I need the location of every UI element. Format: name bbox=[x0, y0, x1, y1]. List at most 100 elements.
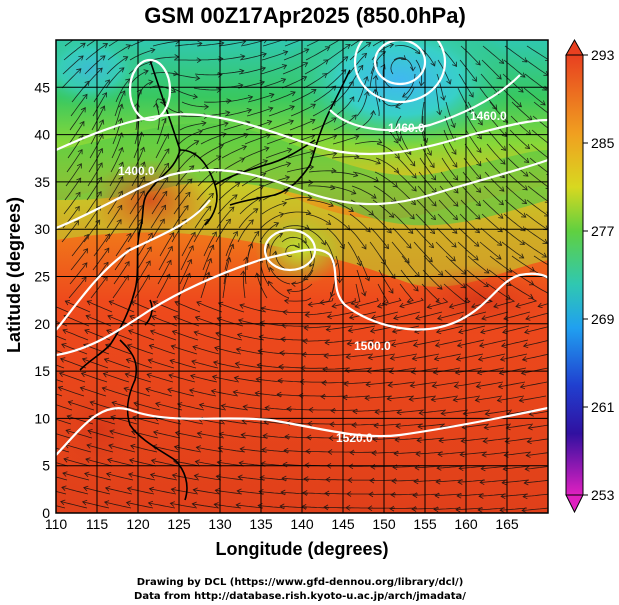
streamline bbox=[281, 324, 310, 327]
streamline bbox=[171, 87, 198, 98]
streamline-arrowhead bbox=[479, 479, 485, 486]
streamline bbox=[457, 493, 485, 497]
streamline bbox=[255, 392, 283, 397]
streamline-arrowhead bbox=[120, 90, 126, 96]
streamline bbox=[356, 91, 368, 117]
streamline-arrowhead bbox=[211, 231, 217, 237]
streamline-arrowhead bbox=[521, 356, 528, 362]
streamline-arrowhead bbox=[123, 275, 129, 281]
streamline-arrowhead bbox=[241, 145, 248, 151]
streamline bbox=[498, 381, 526, 388]
streamline-arrowhead bbox=[482, 438, 488, 444]
streamline-arrowhead bbox=[60, 357, 66, 363]
streamline-arrowhead bbox=[453, 188, 459, 194]
streamline bbox=[225, 231, 238, 257]
streamline-arrowhead bbox=[87, 429, 93, 435]
streamline-arrowhead bbox=[369, 477, 375, 484]
streamline-arrowhead bbox=[452, 61, 458, 68]
streamline bbox=[525, 59, 548, 76]
streamline bbox=[283, 48, 309, 61]
colorbar-tick-label: 253 bbox=[591, 487, 615, 503]
streamline-arrowhead bbox=[496, 240, 503, 246]
streamline-arrowhead bbox=[264, 405, 270, 411]
streamline-arrowhead bbox=[524, 328, 530, 335]
streamline bbox=[463, 157, 482, 180]
streamline bbox=[441, 157, 459, 181]
streamline bbox=[84, 55, 106, 75]
streamline-arrowhead bbox=[393, 314, 399, 321]
streamline bbox=[106, 56, 128, 75]
streamline-arrowhead bbox=[428, 242, 435, 249]
streamline-arrowhead bbox=[103, 261, 109, 268]
streamline-arrowhead bbox=[484, 268, 490, 274]
streamline bbox=[419, 409, 447, 414]
streamline bbox=[374, 171, 398, 188]
x-tick-label: 130 bbox=[208, 516, 232, 532]
streamline-arrowhead bbox=[233, 375, 239, 382]
streamline bbox=[105, 67, 125, 89]
streamline bbox=[434, 353, 462, 360]
streamline-arrowhead bbox=[106, 329, 112, 335]
streamline bbox=[478, 353, 506, 360]
y-tick-label: 40 bbox=[34, 127, 50, 143]
streamline-arrowhead bbox=[82, 262, 88, 268]
streamline bbox=[305, 46, 330, 61]
streamline bbox=[201, 258, 212, 285]
streamline-arrowhead bbox=[377, 138, 383, 144]
streamline-arrowhead bbox=[128, 458, 135, 464]
streamline bbox=[108, 176, 124, 201]
colorbar-tick-label: 285 bbox=[591, 135, 615, 151]
streamline bbox=[400, 269, 419, 292]
streamline-arrowhead bbox=[282, 309, 288, 316]
streamline bbox=[155, 133, 169, 159]
streamline bbox=[356, 269, 366, 296]
streamline bbox=[59, 372, 86, 383]
streamline bbox=[154, 148, 170, 173]
streamline bbox=[370, 51, 386, 75]
streamline-arrowhead bbox=[437, 315, 443, 321]
streamline bbox=[423, 255, 444, 276]
streamline-arrowhead bbox=[37, 386, 42, 391]
streamline-arrowhead bbox=[436, 465, 442, 471]
streamline bbox=[202, 244, 214, 271]
streamline bbox=[129, 49, 155, 61]
streamline bbox=[129, 190, 145, 215]
streamline-arrowhead bbox=[354, 303, 360, 309]
streamline-arrowhead bbox=[541, 252, 548, 258]
streamline-arrowhead bbox=[243, 256, 249, 262]
streamline-arrowhead bbox=[122, 56, 129, 62]
streamline-arrowhead bbox=[264, 146, 270, 152]
streamline bbox=[68, 401, 95, 411]
streamline bbox=[393, 57, 414, 71]
streamline-arrowhead bbox=[153, 40, 154, 41]
streamline-arrowhead bbox=[301, 76, 308, 81]
streamline-arrowhead bbox=[415, 314, 421, 321]
streamline-arrowhead bbox=[247, 95, 254, 101]
streamline bbox=[325, 339, 353, 344]
streamline-arrowhead bbox=[440, 410, 446, 416]
streamline bbox=[529, 410, 548, 415]
streamline-arrowhead bbox=[496, 397, 502, 403]
streamline-arrowhead bbox=[149, 472, 156, 479]
streamline bbox=[56, 306, 69, 313]
streamline bbox=[263, 435, 291, 439]
streamline bbox=[88, 148, 103, 173]
streamline-arrowhead bbox=[367, 505, 373, 512]
streamline bbox=[531, 129, 548, 144]
streamline bbox=[82, 358, 109, 369]
streamline-arrowhead bbox=[415, 49, 421, 55]
streamline bbox=[173, 192, 191, 215]
streamline-arrowhead bbox=[43, 443, 48, 448]
streamline-arrowhead bbox=[43, 300, 48, 305]
streamline bbox=[216, 70, 244, 75]
streamline bbox=[224, 109, 252, 117]
streamline-arrowhead bbox=[383, 243, 389, 250]
streamline bbox=[85, 458, 113, 467]
streamline bbox=[480, 325, 508, 333]
streamline bbox=[156, 118, 167, 145]
streamline-arrowhead bbox=[129, 314, 135, 321]
streamline bbox=[219, 433, 247, 439]
streamline bbox=[396, 423, 424, 427]
streamline bbox=[218, 40, 246, 47]
streamline bbox=[62, 472, 90, 481]
